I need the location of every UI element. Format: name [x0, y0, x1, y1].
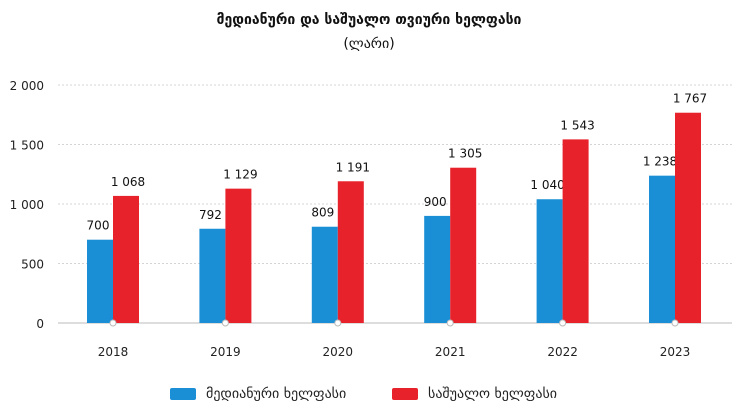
bar [199, 228, 226, 323]
bar [562, 139, 589, 323]
x-tick-label: 2019 [210, 345, 241, 359]
bar [536, 199, 563, 323]
data-label: 900 [424, 195, 447, 209]
x-tick-label: 2023 [660, 345, 691, 359]
y-tick-label: 1 500 [10, 139, 44, 153]
x-tick-label: 2022 [547, 345, 578, 359]
legend-label-median: მედიანური ხელფასი [206, 386, 347, 402]
x-tick-marker [671, 319, 679, 327]
legend-swatch-average [392, 388, 418, 400]
y-tick-label: 500 [21, 258, 44, 272]
data-label: 792 [199, 208, 222, 222]
x-tick-marker [446, 319, 454, 327]
plot-area: 0 500 1 000 1 500 2 000 700 1 068 2018 792 1 129 2… [10, 79, 732, 359]
bar [113, 195, 139, 323]
bar [311, 226, 338, 323]
y-tick-label: 0 [36, 317, 44, 331]
data-label: 1 238 [643, 155, 677, 169]
bar [649, 175, 675, 323]
x-tick-marker [334, 319, 342, 327]
x-tick-label: 2020 [323, 345, 354, 359]
data-label: 1 191 [336, 160, 370, 174]
data-label: 1 543 [560, 118, 594, 132]
data-label: 1 767 [673, 92, 707, 106]
legend-item-median: მედიანური ხელფასი [170, 386, 346, 402]
x-tick-label: 2021 [435, 345, 466, 359]
x-tick-label: 2018 [98, 345, 129, 359]
legend-item-average: საშუალო ხელფასი [392, 386, 557, 402]
legend-label-average: საშუალო ხელფასი [428, 386, 558, 402]
chart-subtitle: (ლარი) [343, 36, 395, 52]
x-tick-marker [221, 319, 229, 327]
data-label: 1 068 [111, 175, 145, 189]
chart-title: მედიანური და საშუალო თვიური ხელფასი [216, 12, 522, 28]
data-label: 809 [311, 206, 334, 220]
bar [225, 188, 252, 323]
bar [424, 215, 451, 323]
x-tick-marker [559, 319, 567, 327]
data-label: 1 040 [530, 178, 564, 192]
bar [87, 239, 113, 323]
data-label: 700 [87, 219, 110, 233]
y-tick-label: 2 000 [10, 79, 44, 93]
bar [450, 167, 477, 323]
y-tick-label: 1 000 [10, 198, 44, 212]
bar [675, 112, 701, 324]
data-label: 1 129 [223, 168, 257, 182]
data-label: 1 305 [448, 147, 482, 161]
bar [337, 181, 364, 323]
x-tick-marker [109, 319, 117, 327]
legend-swatch-median [170, 388, 196, 400]
